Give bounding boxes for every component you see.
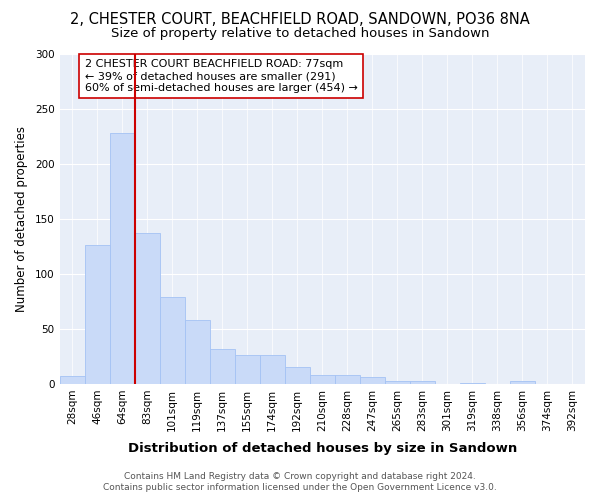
Bar [185,320,209,384]
Bar [160,297,185,384]
Text: Size of property relative to detached houses in Sandown: Size of property relative to detached ho… [111,28,489,40]
X-axis label: Distribution of detached houses by size in Sandown: Distribution of detached houses by size … [128,442,517,455]
Bar [410,380,435,384]
Bar [209,348,235,384]
Bar [460,383,485,384]
Y-axis label: Number of detached properties: Number of detached properties [15,126,28,312]
Bar [134,233,160,384]
Bar [59,376,85,384]
Bar [310,375,335,384]
Bar [510,380,535,384]
Bar [110,133,134,384]
Bar [385,380,410,384]
Text: 2 CHESTER COURT BEACHFIELD ROAD: 77sqm
← 39% of detached houses are smaller (291: 2 CHESTER COURT BEACHFIELD ROAD: 77sqm ←… [85,60,358,92]
Bar [235,356,260,384]
Text: Contains HM Land Registry data © Crown copyright and database right 2024.
Contai: Contains HM Land Registry data © Crown c… [103,472,497,492]
Text: 2, CHESTER COURT, BEACHFIELD ROAD, SANDOWN, PO36 8NA: 2, CHESTER COURT, BEACHFIELD ROAD, SANDO… [70,12,530,28]
Bar [85,246,110,384]
Bar [260,356,285,384]
Bar [285,368,310,384]
Bar [360,378,385,384]
Bar [335,375,360,384]
